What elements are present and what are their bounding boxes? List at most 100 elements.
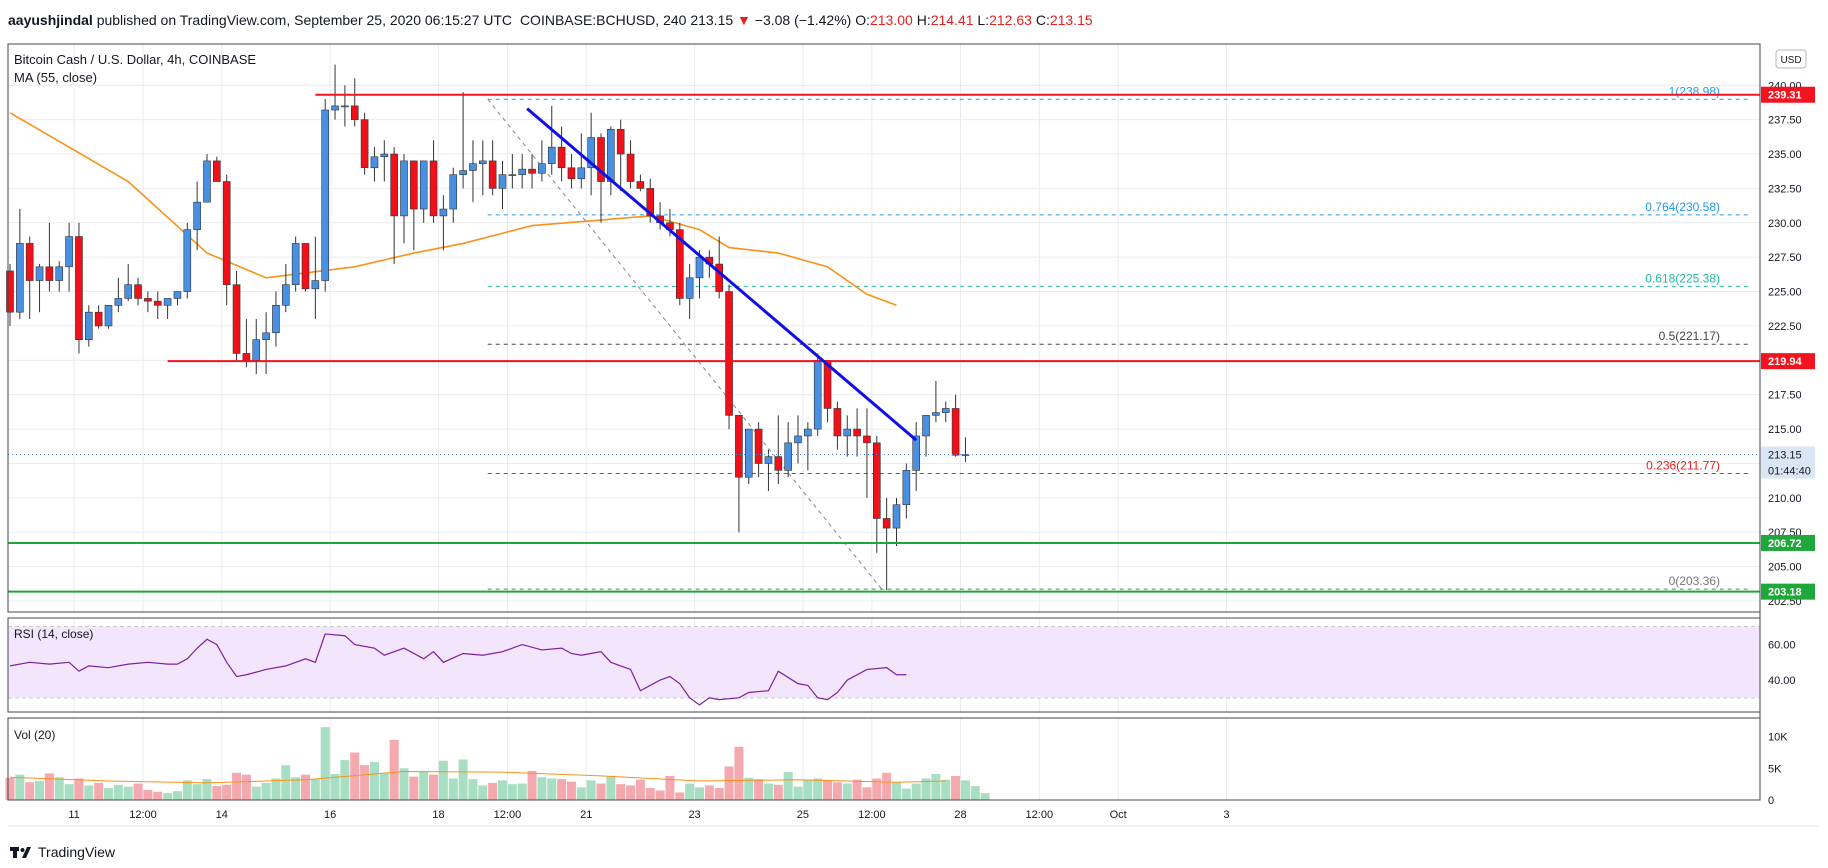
volume-bar [133, 783, 143, 800]
volume-bar [94, 782, 104, 800]
time-tick-label: 23 [688, 809, 700, 821]
candle-body [577, 167, 586, 180]
resistance-price-label: 239.31 [1768, 90, 1802, 102]
high-label: H: [916, 12, 931, 28]
currency-label: USD [1780, 55, 1801, 66]
fib-level-label: 0.764(230.58) [1645, 200, 1720, 214]
candle-body [508, 174, 517, 176]
candle-body [626, 153, 635, 182]
resistance-price-label: 219.94 [1768, 356, 1803, 368]
candle-body [774, 456, 783, 471]
candle-body [341, 105, 349, 108]
currency-badge[interactable] [1775, 49, 1807, 69]
time-tick-label: 21 [580, 809, 592, 821]
volume-bar [931, 774, 941, 800]
candle-body [744, 428, 753, 478]
volume-bar [64, 784, 74, 800]
price-tick-label: 235.00 [1768, 149, 1802, 161]
volume-bar [685, 783, 695, 800]
support-price-tag [1761, 534, 1815, 551]
candle-body [291, 243, 300, 285]
volume-bar [389, 739, 399, 800]
volume-bar [172, 791, 182, 800]
time-axis[interactable]: 11 12:00 14 16 18 12:00 21 23 25 12:00 28 12:00 Oct 3 [68, 809, 1229, 821]
candle-body [863, 435, 871, 444]
volume-bar [911, 783, 921, 800]
volume-bar [192, 784, 202, 800]
candle-body [607, 128, 615, 182]
volume-bar [803, 779, 813, 800]
volume-bar [951, 775, 961, 800]
fib-level-label: 1(238.98) [1669, 84, 1720, 98]
volume-bar [468, 779, 478, 800]
volume-bar [616, 784, 626, 800]
volume-bar [123, 786, 133, 800]
chart-header: aayushjindal published on TradingView.co… [8, 0, 1093, 40]
candle-body [35, 266, 44, 281]
footer-brand[interactable]: TradingView [10, 840, 115, 864]
candle-body [124, 284, 132, 299]
candle-body [94, 311, 103, 327]
candle-body [134, 284, 142, 299]
volume-bar [232, 772, 242, 800]
volume-bar [675, 792, 685, 800]
volume-bar [517, 783, 527, 800]
candle-body [685, 277, 694, 299]
support-price-tag [1761, 583, 1815, 600]
volume-bar [901, 788, 911, 800]
price-tick-label: 215.00 [1768, 424, 1802, 436]
candle-body [380, 153, 389, 158]
volume-bar [852, 779, 862, 800]
volume-bar [15, 774, 25, 800]
time-tick-label: 11 [68, 809, 79, 821]
candle-body [45, 266, 54, 281]
volume-bar [54, 777, 64, 800]
candle-body [646, 188, 655, 217]
volume-bar [498, 780, 507, 800]
candle-body [281, 284, 290, 306]
volume-bar [182, 780, 192, 800]
volume-bar [695, 787, 704, 800]
volume-bar [527, 770, 537, 800]
vol-tick-label: 10K [1768, 732, 1788, 744]
candle-body [872, 442, 881, 519]
volume-bar [271, 778, 281, 800]
candle-body [232, 284, 241, 354]
candle-body [725, 291, 733, 416]
pane-frames [7, 43, 1818, 827]
volume-bar [458, 759, 468, 800]
candle-body [203, 160, 211, 203]
candle-body [754, 428, 763, 464]
rsi-legend: RSI (14, close) [14, 627, 93, 641]
fib-level-label: 0(203.36) [1669, 574, 1720, 588]
volume-bar [153, 791, 163, 800]
fib-diagonal-line [487, 98, 883, 590]
candle-body [449, 174, 458, 210]
volume-bar [369, 762, 379, 800]
author-name[interactable]: aayushjindal [8, 12, 93, 28]
volume-bar [113, 784, 123, 800]
volume-bar [350, 752, 360, 800]
time-tick-label: 28 [954, 809, 966, 821]
chart-canvas[interactable]: 1(238.98) 0.764(230.58) 0.618(225.38) 0.5(2… [0, 0, 1828, 840]
price-axis[interactable]: 202.50205.00207.50210.00212.50215.00217.… [1761, 80, 1815, 807]
candle-body [163, 298, 172, 306]
volume-bar [163, 793, 173, 800]
volume-bar [970, 786, 980, 800]
volume-bar [241, 774, 251, 800]
volume-bar [44, 773, 54, 800]
vol-tick-label: 5K [1768, 763, 1782, 775]
time-tick-label: 16 [324, 809, 336, 821]
volume-bar [438, 760, 448, 800]
price-tick-label: 225.00 [1768, 287, 1802, 299]
volume-bar [5, 777, 15, 800]
high-value: 214.41 [930, 12, 974, 28]
rsi-line [9, 633, 907, 706]
candle-body [65, 236, 73, 268]
candle-body [567, 167, 576, 180]
candle-body [478, 160, 487, 164]
candle-body [25, 243, 34, 281]
time-tick-label: 12:00 [494, 809, 522, 821]
volume-bar [773, 784, 783, 800]
candle-body [262, 332, 270, 340]
